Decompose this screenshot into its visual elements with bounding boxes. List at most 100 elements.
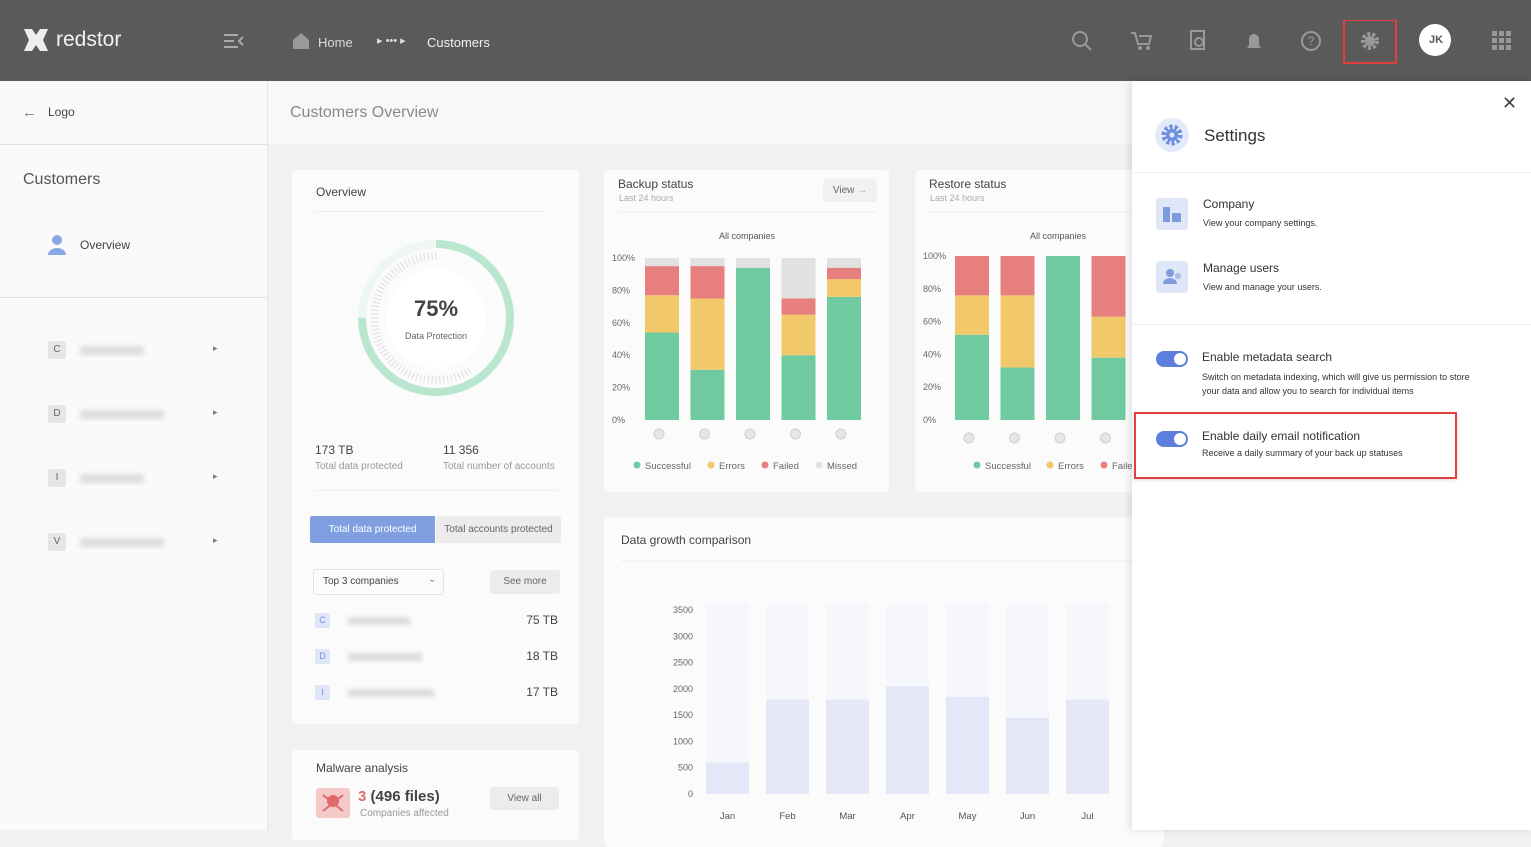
bar	[766, 699, 809, 794]
y-tick-label: 0%	[923, 415, 936, 425]
highlight	[1134, 412, 1457, 479]
bar-segment	[1000, 367, 1035, 420]
toggle-text: Switch on metadata indexing, which will …	[1202, 372, 1470, 396]
legend-label: Errors	[719, 461, 745, 472]
item-letter[interactable]: V	[48, 533, 66, 551]
avatar[interactable]: JK	[1428, 34, 1444, 46]
donut-hatch	[463, 368, 469, 377]
toggle-title: Enable daily email notification	[1202, 429, 1361, 443]
donut-hatch	[431, 375, 433, 384]
tab[interactable]: Total accounts protected	[436, 516, 561, 543]
donut-hatch	[419, 374, 423, 383]
donut-hatch	[460, 370, 465, 378]
bar-segment	[781, 314, 816, 356]
donut-hatch	[456, 371, 461, 380]
divider	[0, 297, 267, 298]
company-name	[348, 689, 434, 697]
tab[interactable]: Total data protected	[310, 516, 435, 543]
bar-segment	[736, 258, 770, 268]
bar-segment	[781, 258, 816, 299]
top-bar	[0, 0, 1531, 81]
donut-hatch	[373, 335, 381, 339]
category-icon	[744, 428, 756, 440]
see-more[interactable]: See more	[490, 570, 560, 594]
item-letter[interactable]: D	[48, 405, 66, 423]
bar-segment	[645, 295, 679, 333]
bar-segment	[690, 258, 725, 267]
link-title[interactable]: Manage users	[1203, 261, 1280, 275]
item-letter[interactable]: I	[48, 469, 66, 487]
chart-caption: All companies	[1030, 231, 1087, 241]
y-tick-label: 3500	[673, 605, 693, 615]
donut-hatch	[370, 324, 379, 327]
category-icon	[1100, 432, 1111, 444]
donut-hatch	[393, 362, 400, 370]
donut-hatch	[382, 278, 390, 285]
user-icon	[48, 235, 66, 255]
donut-hatch	[449, 374, 453, 383]
donut-hatch	[396, 264, 403, 272]
chart-layer: 75% Data Protection Backup status Last 24 h…	[358, 177, 1187, 822]
back-link[interactable]: Logo	[48, 105, 75, 119]
item-letter[interactable]: C	[48, 341, 66, 359]
bar-segment	[645, 332, 679, 420]
item-arrow: ▸	[213, 471, 218, 481]
x-tick-label: Mar	[839, 811, 855, 822]
view-all[interactable]: View all	[490, 787, 559, 810]
dropdown[interactable]	[313, 569, 444, 595]
legend-dot	[1046, 461, 1054, 469]
donut-hatch	[384, 354, 392, 361]
back-arrow[interactable]: ←	[22, 104, 37, 121]
legend-label: Failed	[1112, 461, 1138, 472]
logo-icon	[24, 29, 48, 51]
link-title[interactable]: Company	[1203, 197, 1255, 211]
sidebar	[0, 81, 268, 830]
bar-segment	[827, 267, 861, 280]
x-tick-label: Jun	[1020, 811, 1035, 822]
x-tick-label: Jul	[1081, 811, 1093, 822]
donut-hatch	[403, 368, 409, 377]
chart-title: Restore status	[929, 177, 1006, 191]
donut-hatch	[431, 252, 433, 261]
category-icon	[1054, 432, 1066, 444]
bar-segment	[827, 279, 861, 297]
toggle[interactable]	[1156, 431, 1188, 447]
menu-toggle[interactable]	[223, 33, 245, 49]
close[interactable]: ✕	[1502, 93, 1518, 113]
link-text: View and manage your users.	[1203, 282, 1322, 292]
breadcrumb-home[interactable]: Home	[318, 35, 353, 50]
y-tick-label: 1000	[673, 736, 693, 746]
chart-subtitle: Last 24 hours	[619, 193, 674, 203]
donut-hatch	[396, 364, 403, 372]
bar	[886, 686, 929, 794]
link-text: View your company settings.	[1203, 218, 1318, 228]
y-tick-label: 1500	[673, 710, 693, 720]
item-name	[80, 474, 144, 483]
bar	[946, 696, 989, 794]
nav-overview[interactable]: Overview	[80, 238, 131, 252]
donut-hatch	[371, 331, 380, 335]
x-tick-label: May	[959, 811, 977, 822]
view-button[interactable]: View →	[823, 179, 877, 202]
toggle[interactable]	[1156, 351, 1188, 367]
x-tick-label: Apr	[900, 811, 915, 822]
donut-label: Data Protection	[405, 331, 467, 341]
donut-hatch	[415, 255, 419, 263]
malware-count: 3	[358, 788, 367, 805]
home-icon[interactable]	[291, 31, 311, 51]
bar	[826, 699, 869, 794]
page-title: Customers Overview	[290, 104, 439, 121]
donut-hatch	[400, 366, 406, 374]
legend-dot	[707, 461, 715, 469]
y-tick-label: 40%	[923, 349, 941, 359]
donut-arc	[358, 240, 514, 396]
donut-hatch	[370, 313, 379, 315]
category-icon	[963, 432, 975, 444]
card-title: Malware analysis	[316, 761, 409, 775]
donut-hatch	[466, 366, 472, 374]
donut-hatch	[411, 371, 416, 380]
bar-segment	[1046, 256, 1080, 420]
y-tick-label: 20%	[923, 382, 941, 392]
bar-track	[706, 603, 749, 794]
donut-hatch	[380, 348, 388, 354]
